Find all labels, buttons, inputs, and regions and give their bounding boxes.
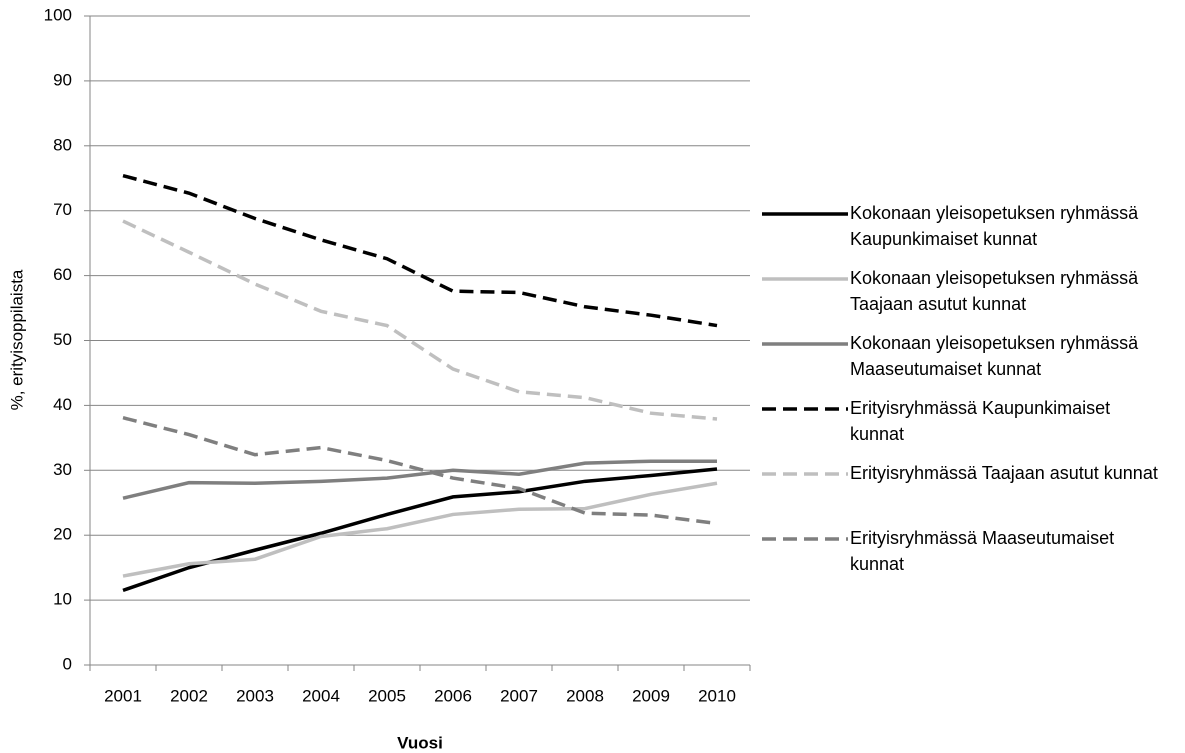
x-tick-label: 2008 bbox=[566, 686, 604, 705]
y-tick-label: 100 bbox=[44, 5, 72, 24]
y-tick-label: 0 bbox=[63, 654, 72, 673]
y-tick-label: 80 bbox=[53, 135, 72, 154]
x-tick-label: 2004 bbox=[302, 686, 340, 705]
legend-label: Erityisryhmässä Kaupunkimaiset kunnat bbox=[850, 398, 1111, 444]
y-tick-label: 50 bbox=[53, 330, 72, 349]
x-tick-label: 2009 bbox=[632, 686, 670, 705]
series-line bbox=[122, 481, 718, 578]
series-line bbox=[122, 219, 718, 421]
y-tick-label: 90 bbox=[53, 70, 72, 89]
legend-label: Kokonaan yleisopetuksen ryhmässä Maaseut… bbox=[850, 333, 1139, 379]
legend-label: Kokonaan yleisopetuksen ryhmässä Kaupunk… bbox=[850, 203, 1139, 249]
y-axis-title: %, erityisoppilaista bbox=[7, 269, 26, 410]
x-tick-label: 2001 bbox=[104, 686, 142, 705]
x-tick-label: 2002 bbox=[170, 686, 208, 705]
y-tick-label: 60 bbox=[53, 265, 72, 284]
x-tick-label: 2007 bbox=[500, 686, 538, 705]
series-line bbox=[122, 467, 718, 593]
series-line bbox=[122, 416, 718, 526]
legend-label: Kokonaan yleisopetuksen ryhmässä Taajaan… bbox=[850, 268, 1139, 314]
legend-label: Erityisryhmässä Taajaan asutut kunnat bbox=[850, 463, 1158, 483]
x-axis-title: Vuosi bbox=[397, 733, 443, 752]
x-tick-label: 2006 bbox=[434, 686, 472, 705]
series-line bbox=[122, 459, 717, 500]
series-line bbox=[122, 173, 718, 328]
x-tick-label: 2005 bbox=[368, 686, 406, 705]
y-tick-label: 10 bbox=[53, 590, 72, 609]
legend-label: Erityisryhmässä Maaseutumaiset kunnat bbox=[850, 528, 1115, 574]
y-tick-label: 70 bbox=[53, 200, 72, 219]
y-tick-label: 20 bbox=[53, 525, 72, 544]
x-tick-label: 2010 bbox=[698, 686, 736, 705]
x-tick-label: 2003 bbox=[236, 686, 274, 705]
y-tick-label: 30 bbox=[53, 460, 72, 479]
y-tick-label: 40 bbox=[53, 395, 72, 414]
